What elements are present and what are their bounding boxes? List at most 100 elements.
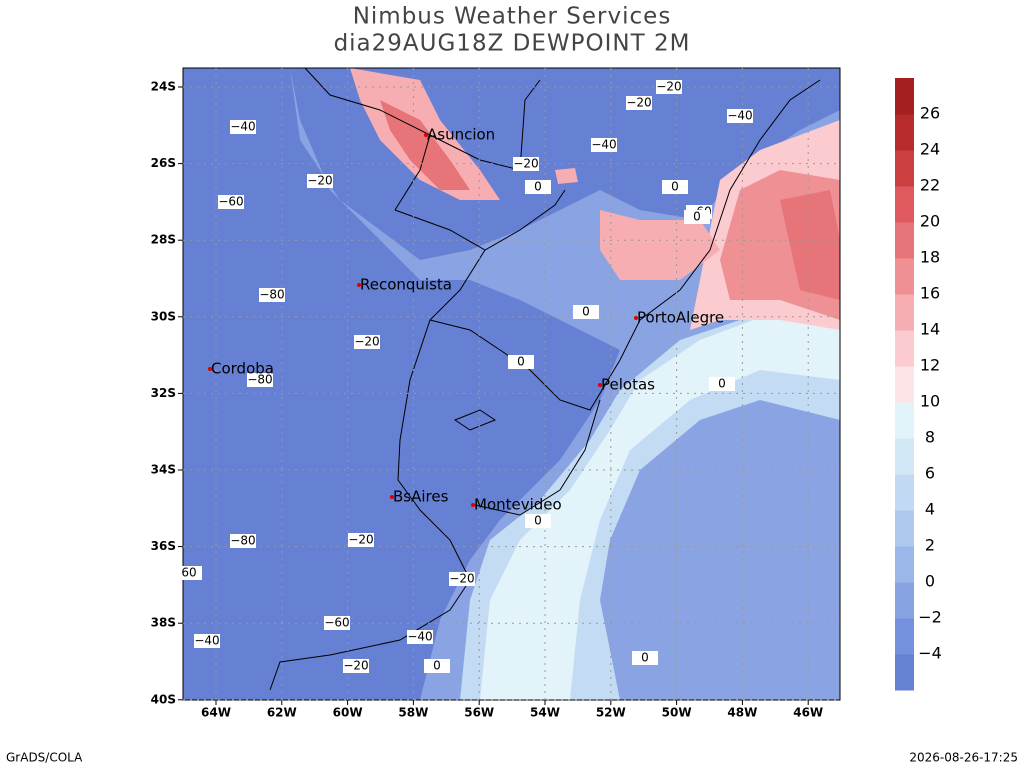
colorbar-band (895, 330, 914, 367)
lon-label: 64W (201, 706, 231, 720)
city-dot (208, 367, 212, 371)
contour-label-bg (348, 533, 374, 547)
lat-label: 28S (151, 233, 176, 247)
city-label: Pelotas (601, 376, 655, 394)
contour-label: −20 (513, 157, 538, 171)
city-dot (598, 383, 602, 387)
contour-label: −40 (230, 120, 255, 134)
colorbar-band (895, 78, 914, 115)
lat-label: 36S (151, 539, 176, 553)
colorbar-band (895, 618, 914, 655)
lon-label: 52W (596, 706, 626, 720)
lon-label: 48W (727, 706, 757, 720)
contour-label: −20 (343, 659, 368, 673)
contour-label: −40 (727, 109, 752, 123)
contour-label: −40 (591, 138, 616, 152)
contour-label: −20 (307, 174, 332, 188)
lon-label: 50W (662, 706, 692, 720)
lat-label: 38S (151, 616, 176, 630)
contour-label-bg (525, 180, 551, 194)
contour-label-bg (632, 651, 658, 665)
contour-label: −40 (194, 634, 219, 648)
contour-label-bg (407, 630, 433, 644)
colorbar-band (895, 402, 914, 439)
colorbar-band (895, 474, 914, 511)
colorbar-label: −2 (918, 608, 942, 627)
contour-label: −80 (259, 288, 284, 302)
city-dot (471, 503, 475, 507)
city-label: Montevideo (474, 496, 562, 514)
footer-left: GrADS/COLA (6, 751, 83, 765)
contour-label: 0 (582, 305, 590, 319)
contour-label-bg (343, 659, 369, 673)
colorbar-label: 12 (920, 356, 940, 375)
contour-label-bg (324, 616, 350, 630)
city-label: Reconquista (360, 276, 452, 294)
colorbar-label: 20 (920, 212, 940, 231)
contour-label: −20 (449, 572, 474, 586)
colorbar-band (895, 294, 914, 331)
contour-label-bg (591, 138, 617, 152)
lat-label: 30S (151, 309, 176, 323)
lat-label: 34S (151, 463, 176, 477)
contour-label: 0 (517, 355, 525, 369)
contour-label: −20 (626, 96, 651, 110)
colorbar-label: 10 (920, 392, 940, 411)
lat-label: 40S (151, 692, 176, 706)
contour-label-bg (307, 174, 333, 188)
lon-label: 46W (793, 706, 823, 720)
colorbar-label: 26 (920, 104, 940, 123)
colorbar-label: 14 (920, 320, 940, 339)
contour-label: 0 (433, 659, 441, 673)
city-dot (357, 283, 361, 287)
colorbar-band (895, 654, 914, 691)
city-dot (424, 133, 428, 137)
colorbar-label: 8 (925, 428, 935, 447)
contour-label: 0 (534, 180, 542, 194)
contour-label-bg (259, 288, 285, 302)
colorbar-label: 18 (920, 248, 940, 267)
colorbar-band (895, 258, 914, 295)
lon-label: 62W (267, 706, 297, 720)
contour-label: −60 (324, 616, 349, 630)
colorbar-label: 22 (920, 176, 940, 195)
contour-label-bg (218, 195, 244, 209)
map-frame (182, 67, 841, 701)
colorbar-band (895, 438, 914, 475)
contour-label-bg (424, 659, 450, 673)
lat-label: 24S (151, 80, 176, 94)
colorbar-band (895, 222, 914, 259)
colorbar-label: 2 (925, 536, 935, 555)
lon-label: 56W (464, 706, 494, 720)
lat-label: 32S (151, 386, 176, 400)
city-label: BsAires (393, 488, 449, 506)
lon-label: 54W (530, 706, 560, 720)
contour-label: −40 (407, 630, 432, 644)
contour-label-bg (176, 566, 202, 580)
contour-label-bg (449, 572, 475, 586)
contour-label-bg (684, 210, 710, 224)
contour-label-bg (656, 80, 682, 94)
colorbar-label: 16 (920, 284, 940, 303)
colorbar-band (895, 186, 914, 223)
contour-label: −80 (247, 373, 272, 387)
colorbar-label: 4 (925, 500, 935, 519)
contour-label: 60 (181, 566, 196, 580)
colorbar-label: 0 (925, 572, 935, 591)
contour-label: −20 (354, 335, 379, 349)
contour-label-bg (727, 109, 753, 123)
contour-label-bg (508, 355, 534, 369)
contour-label: −60 (218, 195, 243, 209)
colorbar-band (895, 546, 914, 583)
contour-label-bg (709, 377, 735, 391)
city-dot (390, 495, 394, 499)
contour-label: 0 (693, 210, 701, 224)
contour-label-bg (247, 373, 273, 387)
contour-label: −20 (348, 533, 373, 547)
contour-label: 0 (534, 514, 542, 528)
city-label: Asuncion (427, 126, 495, 144)
colorbar-band (895, 114, 914, 151)
colorbar-band (895, 150, 914, 187)
colorbar-label: 6 (925, 464, 935, 483)
